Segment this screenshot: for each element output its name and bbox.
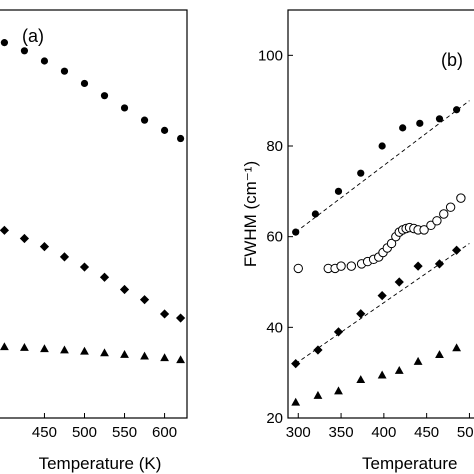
panel-b-point-diamond-filled bbox=[452, 245, 462, 255]
panel-b-x-tick-label: 300 bbox=[286, 424, 311, 441]
panel-a-point-circle-filled bbox=[80, 79, 89, 88]
panel-a-point-diamond-filled bbox=[139, 295, 150, 305]
panel-b-label: (b) bbox=[441, 50, 463, 70]
panel-b-point-circle-filled bbox=[416, 119, 424, 127]
panel-b-point-diamond-filled bbox=[377, 291, 387, 301]
panel-b-x-tick-label: 450 bbox=[414, 424, 439, 441]
panel-a-point-diamond-filled bbox=[19, 233, 30, 244]
panel-a-plot-frame bbox=[0, 9, 188, 419]
panel-a: 450 500 550 600 (a) Temperature (K) bbox=[0, 9, 188, 473]
panel-b-y-tick-label: 80 bbox=[266, 138, 283, 155]
panel-a-point-triangle-filled bbox=[120, 349, 129, 358]
panel-a-point-triangle-filled bbox=[100, 348, 109, 357]
panel-b-point-circle-filled bbox=[357, 169, 365, 177]
panel-a-point-triangle-filled bbox=[40, 344, 49, 353]
panel-b-point-triangle-filled bbox=[377, 370, 387, 379]
panel-a-x-tick-label: 550 bbox=[112, 424, 137, 441]
panel-b-point-circle-filled bbox=[292, 228, 300, 236]
panel-a-point-circle-filled bbox=[176, 134, 185, 143]
panel-a-point-diamond-filled bbox=[119, 284, 130, 295]
panel-b-x-tick-label: 500 bbox=[457, 424, 474, 441]
panel-a-point-diamond-filled bbox=[0, 225, 10, 235]
panel-a-point-triangle-filled bbox=[140, 351, 149, 360]
panel-a-x-tick-label: 600 bbox=[152, 424, 177, 441]
panel-b-plot-frame bbox=[287, 9, 474, 419]
panel-b-point-circle-open bbox=[445, 202, 456, 212]
panel-a-x-tick-label: 450 bbox=[32, 424, 57, 441]
panel-b-point-circle-open bbox=[439, 209, 449, 219]
panel-b-y-tick-label: 40 bbox=[266, 319, 283, 336]
panel-b-point-circle-filled bbox=[378, 142, 386, 150]
panel-b-y-tick-label: 20 bbox=[266, 410, 283, 427]
panel-a-label: (a) bbox=[22, 26, 44, 46]
panel-b-point-circle-open bbox=[346, 261, 357, 271]
panel-b-point-circle-open bbox=[456, 193, 466, 203]
panel-b-point-circle-filled bbox=[334, 187, 343, 195]
panel-a-point-diamond-filled bbox=[99, 272, 110, 282]
panel-a-point-circle-filled bbox=[100, 92, 109, 100]
panel-b-x-tick-label: 350 bbox=[329, 424, 354, 441]
panel-b-y-tick-label: 60 bbox=[266, 229, 283, 246]
panel-a-point-diamond-filled bbox=[39, 242, 50, 252]
panel-b-point-triangle-filled bbox=[435, 350, 444, 359]
panel-a-point-diamond-filled bbox=[159, 309, 170, 319]
panel-a-point-diamond-filled bbox=[79, 262, 90, 272]
panel-a-point-triangle-filled bbox=[0, 342, 9, 351]
panel-a-point-circle-filled bbox=[140, 116, 149, 124]
panel-a-point-triangle-filled bbox=[176, 355, 185, 364]
panel-a-point-diamond-filled bbox=[59, 252, 70, 262]
panel-a-point-circle-filled bbox=[20, 47, 29, 55]
panel-b-point-diamond-filled bbox=[413, 261, 423, 271]
panel-b-fit-line bbox=[295, 100, 470, 233]
panel-b-point-circle-open bbox=[386, 238, 397, 249]
panel-a-x-ticks: 450 500 550 600 bbox=[32, 413, 177, 441]
panel-b-point-triangle-filled bbox=[413, 356, 423, 365]
panel-b-point-diamond-filled bbox=[291, 359, 301, 369]
panel-a-point-circle-filled bbox=[0, 39, 9, 47]
panel-b-data-marks bbox=[291, 106, 466, 406]
panel-a-point-diamond-filled bbox=[175, 313, 186, 323]
panel-b-point-diamond-filled bbox=[434, 259, 445, 269]
panel-a-point-circle-filled bbox=[160, 126, 169, 134]
panel-b-point-circle-filled bbox=[399, 124, 407, 132]
panel-b-point-triangle-filled bbox=[356, 375, 366, 383]
panel-b-point-triangle-filled bbox=[334, 386, 343, 395]
panel-b-x-axis-title: Temperature bbox=[362, 454, 457, 473]
panel-b-x-tick-label: 400 bbox=[371, 424, 396, 441]
panel-a-data-marks bbox=[0, 39, 186, 364]
panel-a-point-triangle-filled bbox=[20, 343, 29, 351]
panel-a-point-circle-filled bbox=[60, 67, 69, 75]
panel-b-point-circle-open bbox=[336, 261, 346, 271]
panel-a-point-triangle-filled bbox=[60, 345, 69, 354]
panel-b: 300 350 400 450 500 20 40 60 80 100 (b) Temperatu… bbox=[241, 9, 474, 473]
panel-b-point-circle-filled bbox=[311, 210, 319, 218]
panel-a-point-triangle-filled bbox=[80, 346, 89, 355]
panel-a-x-axis-title: Temperature (K) bbox=[39, 454, 162, 473]
panel-b-point-diamond-filled bbox=[356, 309, 366, 319]
panel-a-point-triangle-filled bbox=[160, 353, 169, 362]
panel-b-point-triangle-filled bbox=[394, 366, 404, 374]
panel-b-point-diamond-filled bbox=[333, 327, 344, 337]
panel-b-point-circle-open bbox=[432, 216, 442, 226]
panel-b-point-triangle-filled bbox=[313, 390, 323, 399]
panel-a-point-circle-filled bbox=[120, 104, 129, 112]
panel-b-point-circle-filled bbox=[453, 106, 461, 114]
panel-b-point-circle-open bbox=[419, 225, 429, 235]
panel-b-point-circle-open bbox=[293, 263, 303, 274]
panel-b-point-circle-filled bbox=[435, 115, 444, 123]
panel-b-point-triangle-filled bbox=[452, 343, 462, 352]
panel-a-point-circle-filled bbox=[40, 57, 49, 65]
panel-a-x-tick-label: 500 bbox=[72, 424, 97, 441]
panel-b-point-diamond-filled bbox=[394, 277, 404, 287]
panel-b-point-triangle-filled bbox=[291, 397, 301, 406]
panel-b-point-diamond-filled bbox=[313, 345, 323, 355]
panel-b-fit-line bbox=[295, 243, 470, 364]
panel-b-ticks: 300 350 400 450 500 20 40 60 80 100 bbox=[258, 47, 474, 441]
panel-b-y-tick-label: 100 bbox=[258, 47, 283, 64]
panel-b-fit-lines bbox=[295, 100, 470, 364]
panel-b-y-axis-title: FWHM (cm⁻¹) bbox=[241, 161, 260, 267]
